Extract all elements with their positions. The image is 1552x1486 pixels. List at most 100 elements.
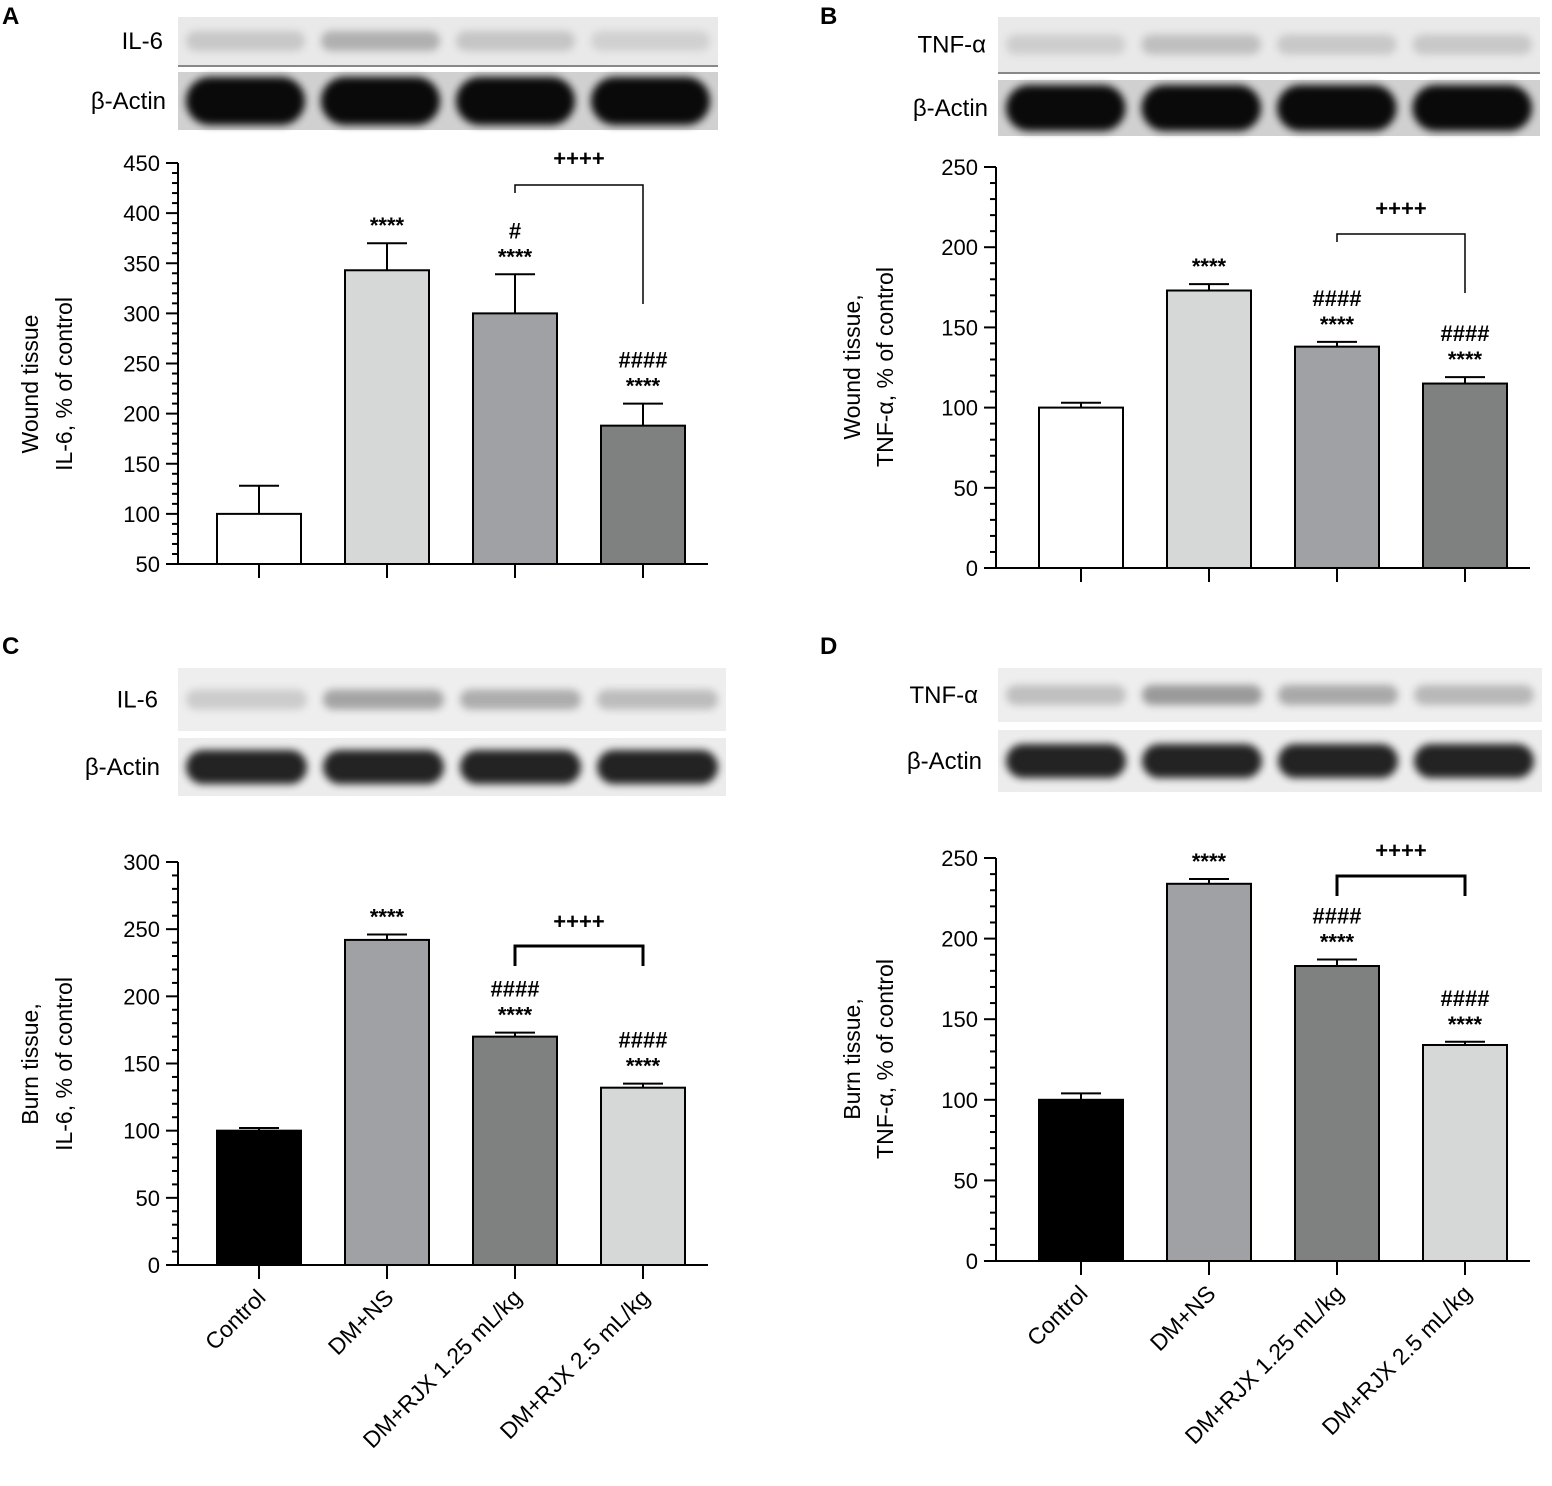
blot-actin-strip bbox=[178, 738, 726, 796]
comparison-bracket bbox=[513, 944, 645, 966]
significance-label: # bbox=[509, 218, 521, 243]
y-tick-label: 50 bbox=[136, 552, 160, 577]
blot-band bbox=[186, 31, 305, 51]
y-tick-label: 400 bbox=[123, 201, 160, 226]
blot-band bbox=[597, 750, 718, 784]
blot-band bbox=[1412, 34, 1532, 55]
significance-label: #### bbox=[1441, 986, 1490, 1011]
significance-label: #### bbox=[1441, 321, 1490, 346]
panel-letter: D bbox=[820, 633, 837, 660]
y-tick-label: 100 bbox=[941, 396, 978, 421]
y-tick-label: 0 bbox=[966, 1249, 978, 1274]
y-axis-title-line: Wound tissue, bbox=[839, 294, 865, 439]
blot-target-strip bbox=[998, 17, 1540, 72]
blot-band bbox=[1006, 685, 1126, 705]
bar-3 bbox=[1294, 345, 1380, 570]
blot-band bbox=[186, 77, 305, 125]
significance-label: #### bbox=[619, 348, 668, 373]
significance-label: **** bbox=[498, 244, 533, 269]
comparison-bracket bbox=[1335, 874, 1467, 896]
panel-A: A IL-6 β-Actin 50 100 150 200 250 300 350 400 450 Wo… bbox=[2, 3, 718, 578]
blot-actin-label: β-Actin bbox=[85, 754, 160, 781]
y-tick-label: 100 bbox=[123, 502, 160, 527]
blot-actin-label: β-Actin bbox=[91, 88, 166, 115]
blot-target-strip bbox=[178, 668, 726, 731]
blot-band bbox=[1006, 85, 1126, 131]
bracket-label: ++++ bbox=[1375, 196, 1426, 221]
y-axis-title-line: Wound tissue bbox=[17, 315, 43, 454]
y-tick-label: 250 bbox=[123, 917, 160, 942]
blot-band bbox=[186, 689, 307, 710]
y-tick-label: 150 bbox=[941, 315, 978, 340]
y-tick-label: 150 bbox=[123, 1052, 160, 1077]
blot-band bbox=[1278, 685, 1398, 705]
y-tick-label: 0 bbox=[966, 556, 978, 581]
y-axis-title-line: Burn tissue, bbox=[17, 1003, 43, 1124]
y-axis-title-line: TNF-α, % of control bbox=[872, 959, 898, 1159]
y-axis-title-line: TNF-α, % of control bbox=[872, 267, 898, 467]
blot-band bbox=[1142, 685, 1262, 705]
bar-4 bbox=[600, 424, 686, 565]
blot-band bbox=[591, 77, 710, 125]
blot-band bbox=[597, 689, 718, 710]
blot-actin-strip bbox=[998, 730, 1542, 792]
blot-target-strip bbox=[998, 668, 1542, 722]
blot-actin-strip bbox=[998, 80, 1540, 136]
category-label: Control bbox=[200, 1284, 271, 1355]
y-axis-title-line: IL-6, % of control bbox=[51, 297, 77, 471]
y-tick-label: 250 bbox=[941, 155, 978, 180]
significance-label: #### bbox=[1313, 904, 1362, 929]
significance-label: **** bbox=[626, 1054, 661, 1079]
y-axis-title-line: IL-6, % of control bbox=[51, 977, 77, 1151]
significance-label: **** bbox=[1192, 849, 1227, 874]
bar-4 bbox=[1422, 382, 1508, 570]
panel-letter: B bbox=[820, 3, 837, 30]
comparison-bracket bbox=[1336, 233, 1466, 293]
panel-letter: C bbox=[2, 633, 19, 660]
significance-label: **** bbox=[1320, 930, 1355, 955]
blot-band bbox=[1277, 34, 1397, 55]
bracket-label: ++++ bbox=[553, 146, 604, 171]
y-tick-label: 150 bbox=[123, 452, 160, 477]
panel-C: C IL-6 β-Actin 0 50 100 150 200 250 300 Burn tissu… bbox=[2, 633, 726, 1453]
blot-band bbox=[456, 31, 575, 51]
y-tick-label: 250 bbox=[123, 352, 160, 377]
y-tick-label: 300 bbox=[123, 301, 160, 326]
blot-target-label: IL-6 bbox=[122, 28, 163, 55]
blot-band bbox=[1412, 85, 1532, 131]
significance-label: #### bbox=[619, 1028, 668, 1053]
blot-actin-label: β-Actin bbox=[913, 95, 988, 122]
blot-band bbox=[1141, 34, 1261, 55]
y-axis-title-line: Burn tissue, bbox=[839, 998, 865, 1119]
significance-label: **** bbox=[1320, 312, 1355, 337]
blot-band bbox=[1006, 744, 1126, 778]
y-tick-label: 50 bbox=[954, 476, 978, 501]
blot-band bbox=[1277, 85, 1397, 131]
blot-target-strip bbox=[178, 17, 718, 65]
blot-target-label: TNF-α bbox=[909, 682, 978, 709]
category-label: Control bbox=[1022, 1280, 1093, 1351]
blot-band bbox=[1141, 85, 1261, 131]
bar-3 bbox=[1294, 965, 1380, 1263]
bar-2 bbox=[1166, 882, 1252, 1262]
significance-label: #### bbox=[1313, 286, 1362, 311]
y-tick-label: 50 bbox=[954, 1168, 978, 1193]
blot-actin-strip bbox=[178, 72, 718, 130]
panel-D: D TNF-α β-Actin 0 50 100 150 200 250 Burn tissue,… bbox=[820, 633, 1542, 1449]
panel-B: B TNF-α β-Actin 0 50 100 150 200 250 Wound tissue… bbox=[820, 3, 1540, 582]
bracket-label: ++++ bbox=[1375, 838, 1426, 863]
blot-band bbox=[321, 31, 440, 51]
blot-band bbox=[460, 750, 581, 784]
blot-actin-label: β-Actin bbox=[907, 748, 982, 775]
blot-band bbox=[456, 77, 575, 125]
blot-band bbox=[591, 31, 710, 51]
bar-3 bbox=[472, 312, 558, 565]
bar-1 bbox=[216, 1129, 302, 1266]
category-label: DM+NS bbox=[323, 1284, 399, 1360]
significance-label: **** bbox=[1448, 347, 1483, 372]
significance-label: **** bbox=[370, 905, 405, 930]
bracket-label: ++++ bbox=[553, 909, 604, 934]
y-tick-label: 200 bbox=[941, 927, 978, 952]
y-tick-label: 150 bbox=[941, 1007, 978, 1032]
